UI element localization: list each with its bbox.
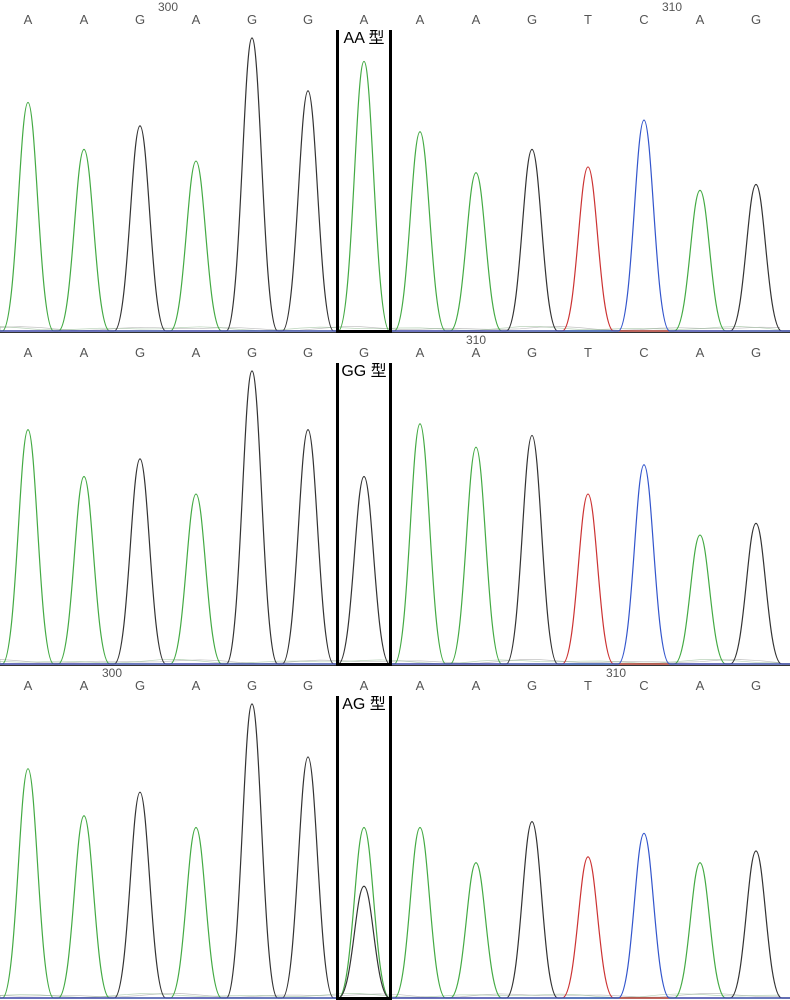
genotype-label: GG 型: [339, 363, 388, 381]
base-call-label: G: [135, 678, 145, 693]
panel-header: 300 310 A A G A G G A A A G T C A G: [0, 666, 790, 696]
base-call-label: G: [751, 345, 761, 360]
base-call-label: G: [135, 12, 145, 27]
panel-header: 300 310 A A G A G G A A A G T C A G: [0, 0, 790, 30]
base-call-label: G: [247, 678, 257, 693]
trace-T: [0, 857, 790, 998]
base-call-label: G: [303, 12, 313, 27]
trace-T: [0, 167, 790, 331]
base-call-label: G: [247, 345, 257, 360]
trace-C: [0, 120, 790, 331]
base-call-label: G: [359, 345, 369, 360]
trace-C: [0, 465, 790, 664]
base-call-label: A: [416, 345, 425, 360]
base-call-label: C: [639, 678, 648, 693]
base-call-label: A: [360, 678, 369, 693]
base-call-label: A: [24, 345, 33, 360]
base-call-label: A: [472, 12, 481, 27]
genotype-label: AG 型: [340, 696, 388, 714]
genotype-highlight-box: [336, 30, 392, 333]
base-call-label: A: [24, 678, 33, 693]
axis-tick-label: 310: [662, 0, 682, 14]
base-call-label: A: [80, 12, 89, 27]
trace-area: AA 型: [0, 30, 790, 333]
base-call-label: A: [472, 678, 481, 693]
base-call-label: G: [247, 12, 257, 27]
base-call-label: A: [192, 12, 201, 27]
trace-G: [0, 371, 790, 664]
base-call-label: G: [751, 678, 761, 693]
axis-tick-label: 310: [606, 666, 626, 680]
genotype-highlight-box: [336, 363, 392, 666]
base-call-label: A: [696, 12, 705, 27]
genotype-label: AA 型: [342, 30, 387, 48]
chromatogram-panel: 300 310 A A G A G G A A A G T C A G AG 型: [0, 666, 790, 1000]
base-call-label: T: [584, 345, 592, 360]
base-call-label: A: [696, 345, 705, 360]
base-call-label: T: [584, 12, 592, 27]
trace-A: [0, 61, 790, 331]
base-call-label: A: [80, 678, 89, 693]
trace-area: AG 型: [0, 696, 790, 1000]
base-call-label: G: [303, 678, 313, 693]
base-call-label: A: [192, 678, 201, 693]
base-call-label: A: [696, 678, 705, 693]
chromatogram-traces: [0, 30, 790, 333]
trace-C: [0, 833, 790, 998]
base-call-label: A: [416, 12, 425, 27]
chromatogram-panel: 310AAGAGGGAAGTCAGGG 型: [0, 333, 790, 666]
base-call-label: C: [639, 12, 648, 27]
base-call-label: C: [639, 345, 648, 360]
trace-A: [0, 424, 790, 664]
chromatogram-traces: [0, 696, 790, 1000]
base-call-label: G: [303, 345, 313, 360]
base-call-label: A: [472, 345, 481, 360]
panel-header: 310AAGAGGGAAGTCAG: [0, 333, 790, 363]
chromatogram-traces: [0, 363, 790, 666]
base-call-label: G: [527, 12, 537, 27]
base-call-label: A: [80, 345, 89, 360]
base-call-label: A: [360, 12, 369, 27]
chromatogram-panel: 300 310 A A G A G G A A A G T C A G AA 型: [0, 0, 790, 333]
trace-G: [0, 704, 790, 998]
base-call-label: G: [135, 345, 145, 360]
base-call-label: G: [527, 678, 537, 693]
axis-tick-label: 300: [158, 0, 178, 14]
base-call-label: A: [416, 678, 425, 693]
base-call-label: G: [751, 12, 761, 27]
trace-T: [0, 494, 790, 664]
base-call-label: T: [584, 678, 592, 693]
axis-tick-label: 300: [102, 666, 122, 680]
trace-area: GG 型: [0, 363, 790, 666]
base-call-label: A: [24, 12, 33, 27]
base-call-label: G: [527, 345, 537, 360]
genotype-highlight-box: [336, 696, 392, 1000]
trace-G: [0, 38, 790, 331]
base-call-label: A: [192, 345, 201, 360]
trace-A: [0, 769, 790, 998]
